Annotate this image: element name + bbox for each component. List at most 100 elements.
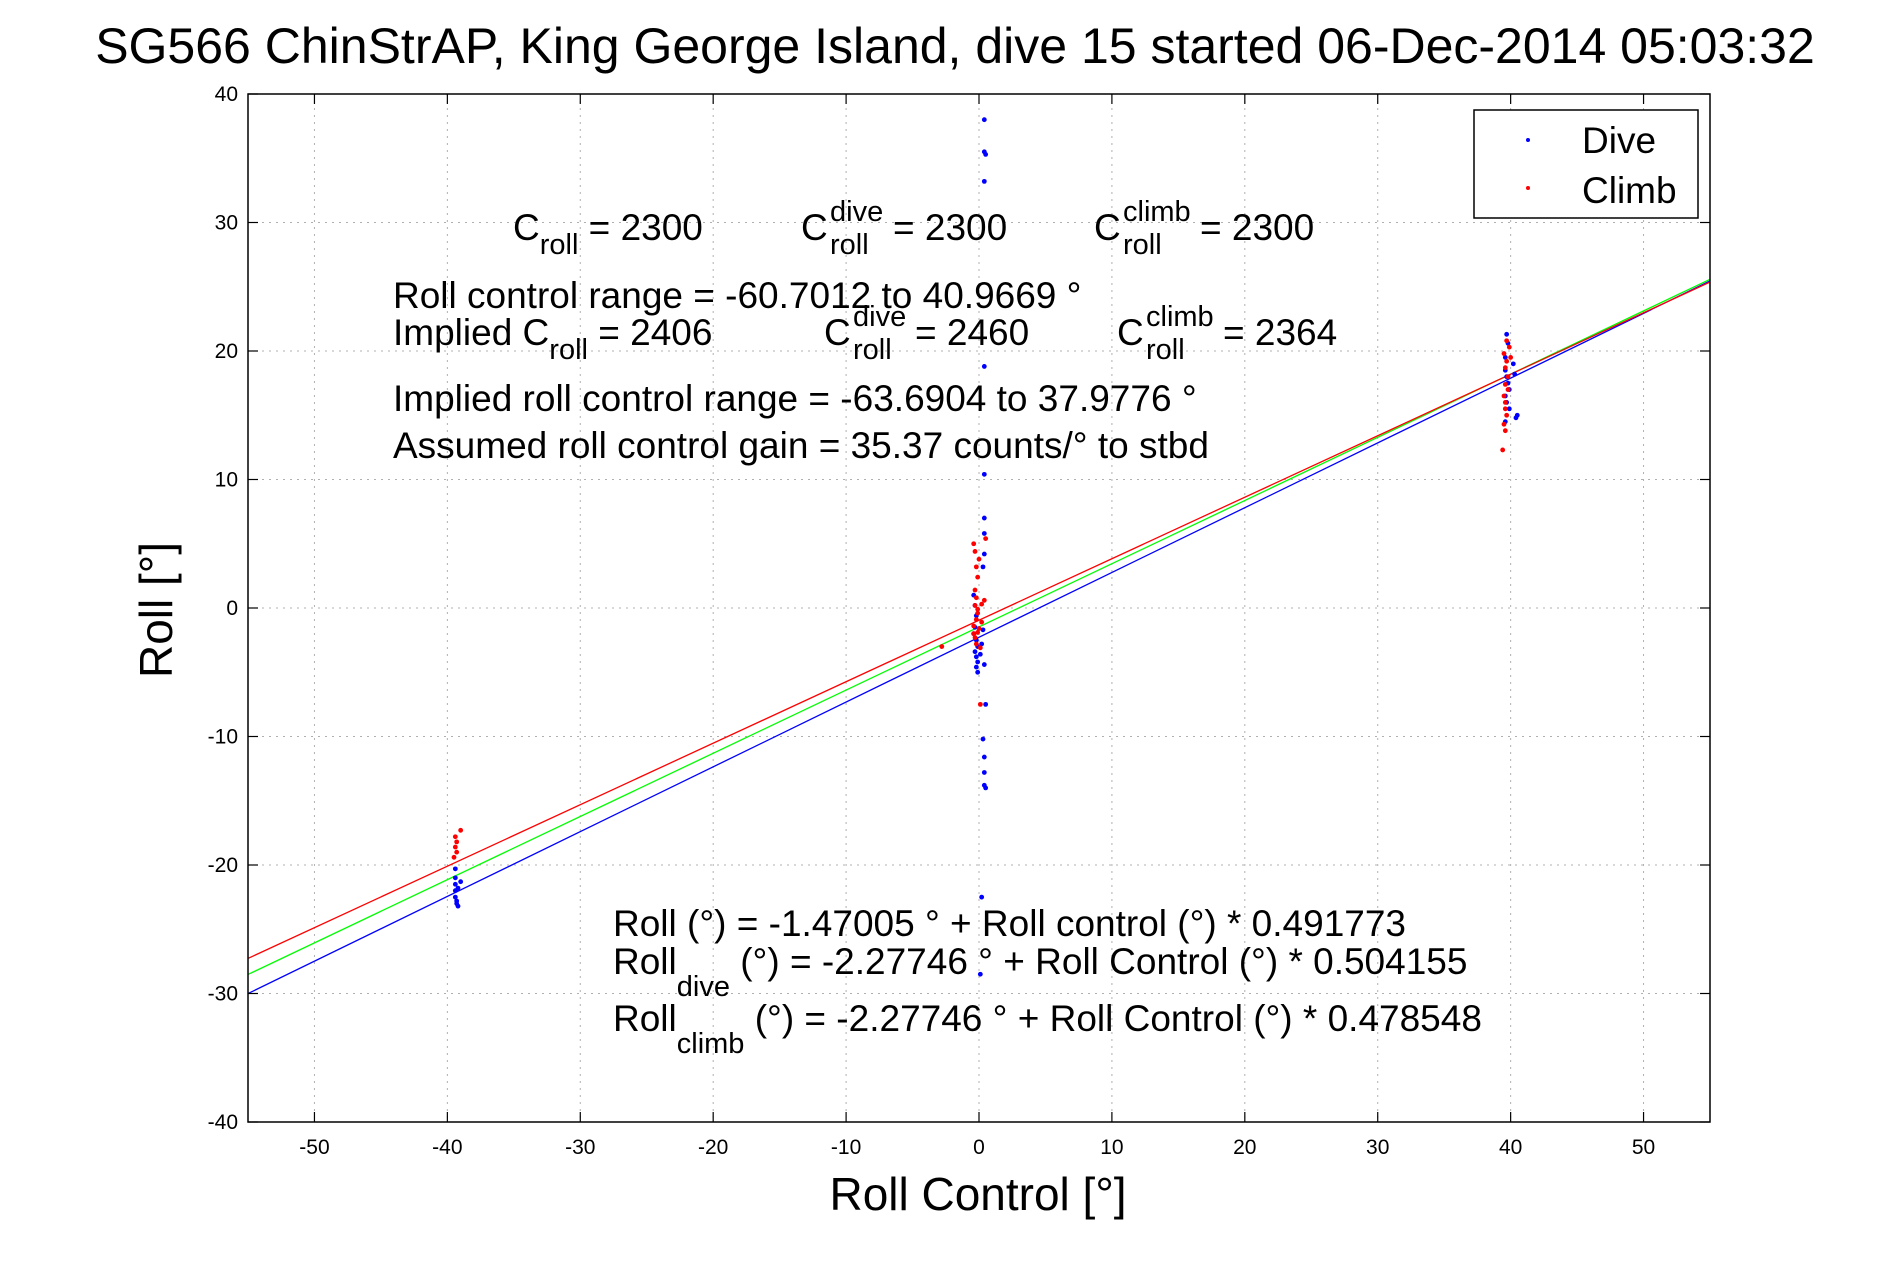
dive-point	[452, 875, 458, 881]
dive-point	[1513, 415, 1519, 421]
y-tick-label: -10	[208, 726, 238, 749]
climb-point	[1500, 447, 1506, 453]
dive-point	[1504, 331, 1510, 337]
climb-point	[939, 644, 945, 649]
legend-dive-marker	[1526, 138, 1530, 142]
dive-point	[981, 117, 987, 123]
dive-point	[981, 754, 987, 760]
dive-point	[979, 894, 985, 900]
annotation-implied-c-dive-value: = 2460	[915, 312, 1029, 353]
climb-point	[973, 617, 979, 622]
annotation-implied-c-climb-value: = 2364	[1223, 312, 1337, 353]
dive-point	[981, 531, 987, 536]
y-tick-label: -30	[208, 983, 238, 1006]
annotation-range: Roll control range = -60.7012 to 40.9669…	[393, 275, 1081, 316]
climb-point	[973, 641, 979, 647]
fit-line	[247, 280, 1711, 995]
annotation-c-values: Croll = 2300 C dive roll = 2300 C climb …	[513, 196, 1314, 261]
x-tick-label: -50	[299, 1136, 329, 1159]
legend-dive-label: Dive	[1582, 120, 1656, 161]
y-axis-label: Roll [°]	[130, 542, 182, 678]
climb-point	[1505, 387, 1511, 392]
y-tick-label: -40	[208, 1111, 238, 1134]
dive-point	[981, 662, 987, 667]
annotation-c-climb-value: = 2300	[1200, 207, 1314, 248]
x-tick-label: -20	[698, 1136, 728, 1159]
climb-point	[972, 549, 978, 554]
dive-point	[972, 649, 978, 655]
y-tick-label: 30	[215, 212, 238, 235]
climb-point	[1504, 412, 1510, 418]
climb-point	[972, 587, 978, 593]
dive-point	[981, 178, 987, 184]
x-tick-label: -40	[432, 1136, 462, 1159]
annotation-implied-range: Implied roll control range = -63.6904 to…	[393, 378, 1197, 419]
dive-point	[981, 471, 987, 477]
climb-point	[1502, 400, 1508, 405]
climb-point	[454, 839, 460, 845]
annotation-c-climb-sup: climb	[1123, 196, 1191, 228]
dive-point	[980, 564, 986, 570]
climb-point	[972, 635, 978, 640]
annotation-implied-c-dive-sub: roll	[853, 334, 892, 366]
y-tick-label: 20	[215, 340, 238, 363]
axis-ticks: -50 -40 -30 -20 -10 0 10 20 30 40 50 -40 -30 -20 -10 0 1…	[208, 83, 1710, 1159]
dive-point	[981, 551, 987, 557]
dive-point	[981, 515, 987, 521]
climb-point	[975, 630, 981, 635]
x-tick-label: 20	[1233, 1136, 1256, 1159]
dive-point	[455, 903, 461, 909]
climb-point	[1506, 344, 1512, 350]
dive-point	[452, 881, 458, 887]
dive-point	[458, 879, 464, 885]
annotation-c-climb: C	[1094, 207, 1121, 248]
legend-climb-label: Climb	[1582, 170, 1677, 211]
data-points	[451, 117, 1520, 977]
dive-point	[975, 659, 981, 665]
annotation-c-dive-sub: roll	[830, 229, 869, 261]
dive-point	[1506, 406, 1512, 412]
dive-point	[1510, 361, 1516, 367]
climb-point	[1501, 421, 1507, 427]
climb-point	[976, 626, 982, 631]
climb-point	[972, 603, 978, 608]
y-tick-label: 10	[215, 469, 238, 492]
climb-point	[1502, 382, 1508, 387]
chart-title: SG566 ChinStrAP, King George Island, div…	[95, 18, 1815, 74]
y-tick-label: -20	[208, 854, 238, 877]
climb-point	[1502, 406, 1508, 412]
annotation-gain: Assumed roll control gain = 35.37 counts…	[393, 425, 1209, 466]
climb-point	[983, 536, 989, 542]
climb-point	[971, 541, 977, 547]
annotation-implied-c-climb: C	[1117, 312, 1144, 353]
climb-point	[977, 645, 983, 651]
climb-point	[977, 701, 983, 707]
climb-point	[454, 849, 460, 855]
dive-point	[455, 885, 461, 891]
dive-point	[979, 641, 985, 647]
climb-point	[452, 844, 458, 850]
dive-point	[973, 654, 979, 660]
climb-point	[1508, 355, 1514, 360]
climb-point	[1504, 358, 1510, 364]
dive-point	[454, 898, 460, 904]
dive-point	[981, 364, 987, 369]
climb-point	[973, 595, 979, 601]
dive-point	[980, 736, 986, 742]
climb-point	[1502, 365, 1508, 371]
dive-point	[452, 866, 458, 872]
annotation-implied-c-climb-sub: roll	[1146, 334, 1185, 366]
dive-point	[983, 785, 989, 791]
x-tick-label: -10	[831, 1136, 861, 1159]
annotation-c-roll: Croll = 2300	[513, 207, 703, 261]
y-tick-label: 40	[215, 83, 238, 106]
dive-point	[1512, 371, 1518, 377]
x-tick-label: 50	[1632, 1136, 1655, 1159]
dive-point	[981, 770, 987, 775]
climb-point	[971, 623, 977, 629]
annotation-implied-c-dive: C	[824, 312, 851, 353]
dive-point	[977, 971, 983, 977]
legend: Dive Climb	[1473, 109, 1699, 219]
dive-point	[1502, 355, 1508, 360]
